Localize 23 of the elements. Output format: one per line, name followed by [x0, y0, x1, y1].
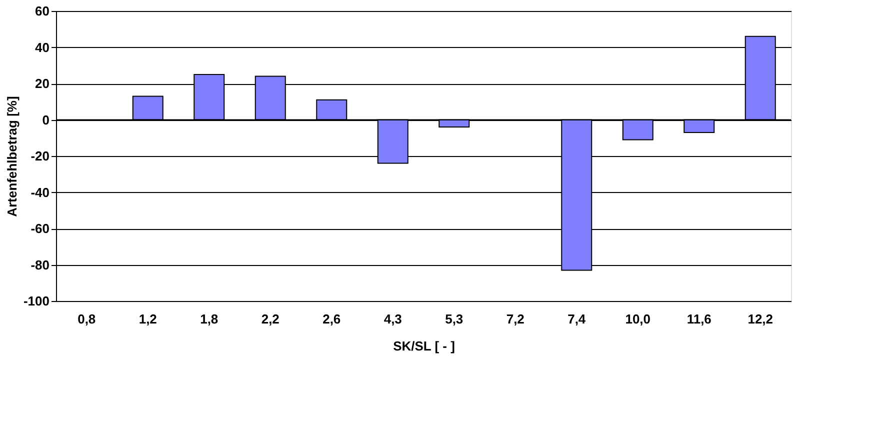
x-tick-label: 1,2 — [138, 312, 157, 326]
x-tick-label: 5,3 — [445, 312, 464, 326]
y-axis-title: Artenfehlbetrag [%] — [4, 96, 20, 217]
y-tick-label: -100 — [23, 294, 50, 308]
x-tick-label: 7,4 — [568, 312, 586, 326]
y-tick-label: 20 — [35, 76, 50, 91]
x-tick-label: 10,0 — [625, 312, 651, 326]
y-tick-label: 40 — [35, 40, 50, 55]
x-tick-label: 0,8 — [78, 312, 96, 326]
y-tick-label: -60 — [30, 221, 50, 236]
y-tick-label: 60 — [35, 4, 50, 18]
x-tick-label: 12,2 — [748, 312, 774, 326]
x-tick-label: 4,3 — [384, 312, 402, 326]
x-tick-label: 11,6 — [686, 312, 712, 326]
y-tick-label: -40 — [30, 184, 50, 200]
x-tick-label: 1,8 — [200, 312, 218, 326]
x-tick-label: 2,6 — [322, 312, 341, 326]
x-tick-label: 2,2 — [261, 312, 280, 326]
y-tick-label: -20 — [30, 148, 50, 164]
x-tick-label: 7,2 — [506, 312, 524, 326]
y-tick-label: 0 — [42, 112, 50, 128]
y-tick-label: -80 — [30, 257, 50, 272]
x-axis-title: SK/SL [ - ] — [393, 338, 455, 354]
